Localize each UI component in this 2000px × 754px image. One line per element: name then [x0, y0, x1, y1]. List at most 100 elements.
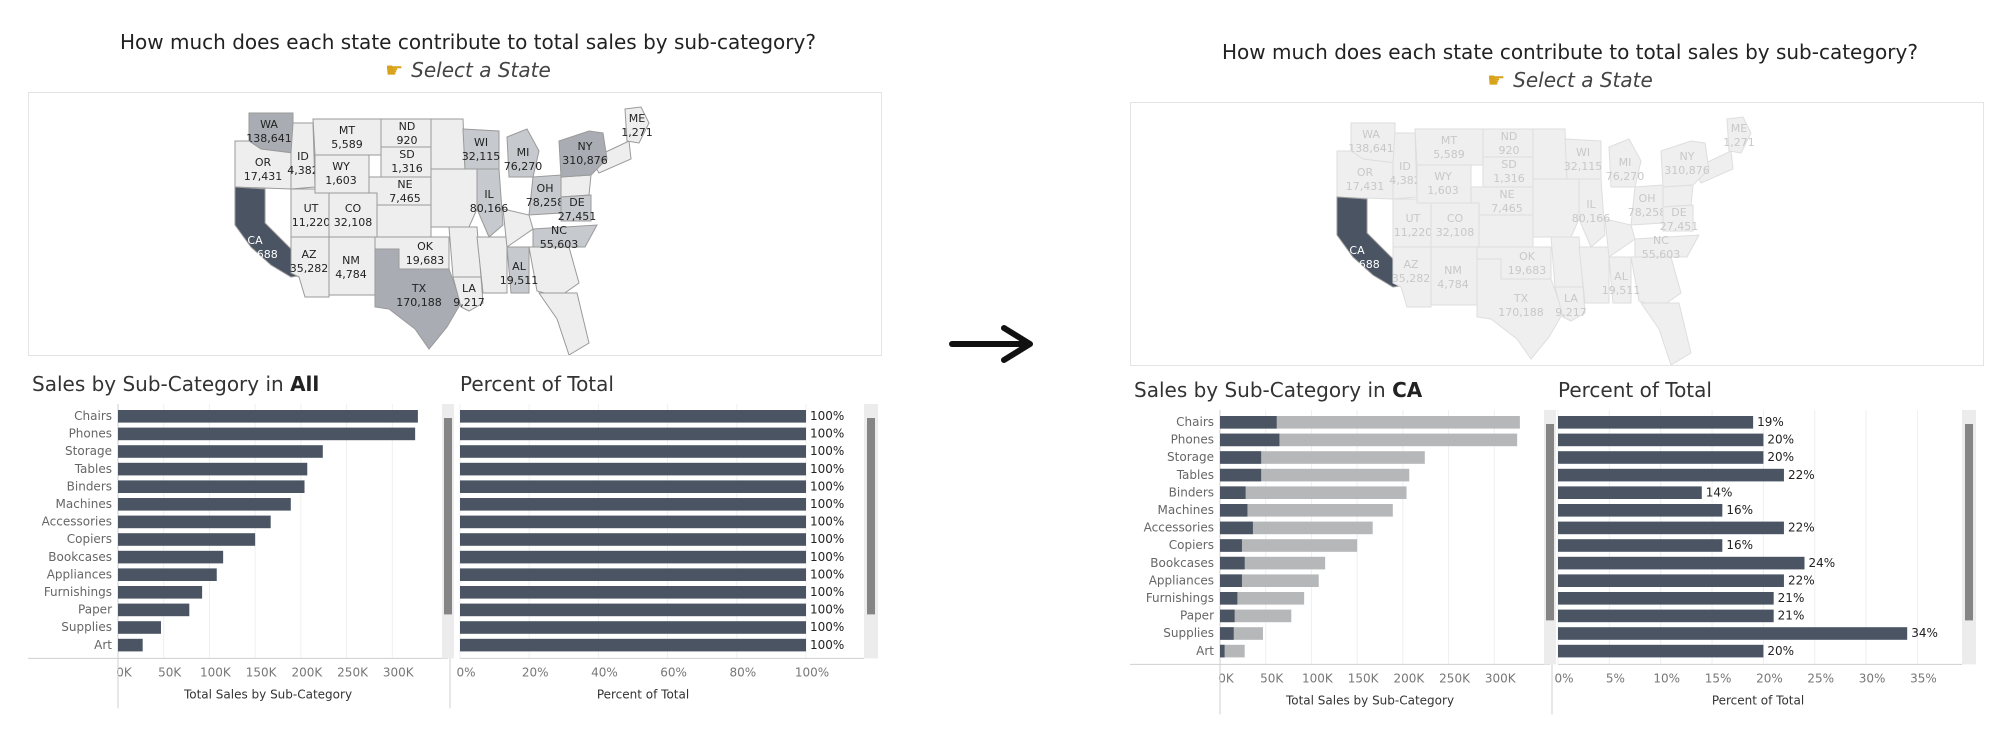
state-shape-il[interactable] [1578, 178, 1606, 248]
state-shape-de[interactable] [1662, 204, 1694, 232]
bar-total-sales[interactable] [118, 498, 291, 511]
state-shape[interactable] [1478, 214, 1534, 248]
bar-state-sales[interactable] [1220, 609, 1235, 623]
state-shape-ne[interactable] [368, 176, 432, 206]
bar-total-sales[interactable] [118, 533, 256, 546]
bar-total-sales[interactable] [118, 550, 224, 564]
state-shape[interactable] [476, 236, 508, 294]
bar-percent-of-total[interactable] [1558, 486, 1702, 499]
bar-total-sales[interactable] [1220, 609, 1292, 623]
bar-total-sales[interactable] [1220, 556, 1326, 570]
bar-percent-of-total[interactable] [1558, 644, 1764, 658]
state-shape-la[interactable] [1554, 286, 1586, 322]
bar-percent-of-total[interactable] [460, 533, 806, 546]
state-shape[interactable] [538, 292, 590, 356]
state-shape-de[interactable] [560, 194, 592, 222]
bar-total-sales[interactable] [1220, 644, 1245, 658]
bar-total-sales[interactable] [118, 462, 308, 476]
scrollbar-thumb[interactable] [1965, 424, 1973, 621]
state-shape-tx[interactable] [1476, 258, 1564, 360]
bar-percent-of-total[interactable] [460, 445, 806, 458]
bar-percent-of-total[interactable] [1558, 433, 1764, 447]
bar-percent-of-total[interactable] [460, 550, 806, 564]
bar-total-sales[interactable] [118, 410, 418, 423]
state-shape-ny[interactable] [558, 130, 608, 178]
state-shape[interactable] [1662, 184, 1694, 208]
state-shape[interactable] [528, 246, 580, 298]
state-shape-mi[interactable] [1608, 138, 1642, 188]
state-shape-nc[interactable] [1634, 234, 1700, 258]
scrollbar-thumb[interactable] [867, 418, 875, 615]
state-shape[interactable] [430, 118, 466, 170]
bar-percent-of-total[interactable] [1558, 504, 1723, 517]
state-shape-il[interactable] [476, 168, 504, 238]
bar-percent-of-total[interactable] [1558, 416, 1754, 429]
state-shape-co[interactable] [328, 192, 378, 238]
bar-total-sales[interactable] [1220, 504, 1393, 517]
bar-state-sales[interactable] [1220, 433, 1280, 447]
state-shape[interactable] [1630, 256, 1682, 308]
state-shape-la[interactable] [452, 276, 484, 312]
bar-percent-of-total[interactable] [460, 603, 806, 617]
bar-total-sales[interactable] [1220, 574, 1319, 587]
bar-total-sales[interactable] [1220, 592, 1305, 605]
scrollbar-thumb[interactable] [444, 418, 452, 615]
state-shape-me[interactable] [1726, 116, 1752, 154]
bar-state-sales[interactable] [1220, 592, 1238, 605]
bar-state-sales[interactable] [1220, 627, 1234, 640]
state-shape-id[interactable] [1392, 132, 1418, 200]
state-shape[interactable] [560, 174, 592, 198]
bar-percent-of-total[interactable] [460, 498, 806, 511]
bar-state-sales[interactable] [1220, 451, 1262, 464]
state-shape-oh[interactable] [528, 174, 562, 216]
scrollbar-thumb[interactable] [1546, 424, 1554, 621]
state-shape-wi[interactable] [462, 128, 500, 170]
state-shape-mi[interactable] [506, 128, 540, 178]
bar-percent-of-total[interactable] [1558, 592, 1774, 605]
state-shape[interactable] [1550, 236, 1584, 288]
state-shape[interactable] [1578, 246, 1610, 304]
bar-total-sales[interactable] [118, 480, 305, 493]
bar-total-sales[interactable] [118, 515, 271, 529]
bar-total-sales[interactable] [118, 445, 323, 458]
bar-total-sales[interactable] [1220, 486, 1407, 499]
bar-percent-of-total[interactable] [1558, 627, 1908, 640]
bar-total-sales[interactable] [1220, 468, 1410, 482]
bar-total-sales[interactable] [1220, 521, 1373, 535]
bar-total-sales[interactable] [118, 568, 217, 581]
bar-state-sales[interactable] [1220, 416, 1277, 429]
state-shape-ny[interactable] [1660, 140, 1710, 188]
bar-percent-of-total[interactable] [460, 621, 806, 634]
bar-state-sales[interactable] [1220, 468, 1262, 482]
bar-percent-of-total[interactable] [1558, 539, 1723, 552]
state-shape[interactable] [1532, 128, 1568, 180]
bar-percent-of-total[interactable] [460, 638, 806, 652]
state-map[interactable]: WA 138,641 OR 17,431 CA 457,688 ID 4,382 MT 5,589… [28, 92, 882, 356]
bar-percent-of-total[interactable] [460, 462, 806, 476]
state-shape-wi[interactable] [1564, 138, 1602, 180]
state-shape-al[interactable] [506, 246, 530, 294]
bar-percent-of-total[interactable] [1558, 468, 1784, 482]
bar-percent-of-total[interactable] [1558, 609, 1774, 623]
state-shape-co[interactable] [1430, 202, 1480, 248]
state-shape-id[interactable] [290, 122, 316, 190]
state-shape[interactable] [376, 204, 432, 238]
bar-state-sales[interactable] [1220, 486, 1246, 499]
bar-total-sales[interactable] [1220, 539, 1358, 552]
bar-percent-of-total[interactable] [460, 480, 806, 493]
bar-total-sales[interactable] [1220, 451, 1425, 464]
state-shape[interactable] [1640, 302, 1692, 366]
bar-state-sales[interactable] [1220, 539, 1242, 552]
bar-total-sales[interactable] [118, 621, 161, 634]
bar-state-sales[interactable] [1220, 521, 1253, 535]
bar-total-sales[interactable] [118, 603, 190, 617]
state-map[interactable]: WA 138,641 OR 17,431 CA 457,688 ID 4,382 MT 5,589… [1130, 102, 1984, 366]
state-shape[interactable] [1532, 178, 1580, 238]
bar-state-sales[interactable] [1220, 556, 1245, 570]
state-shape[interactable] [430, 168, 478, 228]
state-shape-me[interactable] [624, 106, 650, 144]
state-shape-oh[interactable] [1630, 184, 1664, 226]
bar-total-sales[interactable] [118, 427, 416, 441]
